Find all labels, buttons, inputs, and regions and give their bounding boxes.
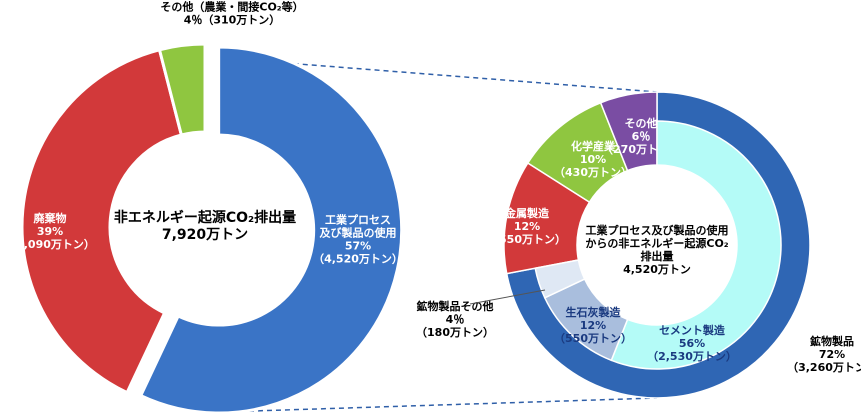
amount-label: （3,090万トン） (5, 238, 95, 251)
slice-label: セメント製造 (659, 323, 726, 337)
value-label: 72% (819, 348, 845, 361)
amount-label: （550万トン） (488, 233, 566, 246)
slice-label: 廃棄物 (34, 211, 67, 225)
value-label: 56% (679, 337, 705, 350)
value-label: 4％ (184, 14, 203, 27)
slice-label: 生石灰製造 (566, 305, 622, 319)
slice (534, 259, 586, 299)
slice-label: 鉱物製品 (810, 334, 854, 348)
amount-label: （2,530万トン） (647, 350, 737, 363)
value-label: 12% (514, 220, 540, 233)
slice-label: 及び製品の使用 (320, 226, 397, 240)
amount-label: （180万トン） (416, 326, 494, 339)
value-label: 57% (345, 240, 371, 253)
slice (20, 47, 184, 395)
slice-label: 化学産業 (571, 139, 616, 153)
center-total: 4,520万トン (623, 263, 691, 276)
value-label: 10% (580, 153, 606, 166)
amount-label: （4,520万トン） (313, 253, 403, 266)
leader-line (469, 289, 546, 305)
amount-label: （550万トン） (554, 332, 632, 345)
amount-label: （3,260万トン） (787, 361, 861, 374)
slice-value: 4％（310万トン） (184, 14, 281, 27)
value-label: 6％ (632, 130, 651, 143)
center-title: からの非エネルギー起源CO₂ (585, 236, 728, 250)
slice-label: 金属製造 (504, 206, 550, 220)
value-label: 4％ (446, 313, 465, 326)
slice-label: 工業プロセス (325, 213, 391, 227)
slice (157, 42, 207, 137)
slice (138, 45, 404, 415)
center-title: 非エネルギー起源CO₂排出量 (114, 209, 296, 226)
slice (610, 120, 782, 370)
value-label: 39% (37, 225, 63, 238)
center-title: 工業プロセス及び製品の使用 (586, 223, 729, 237)
slice-label: その他（農業・間接CO₂等） (160, 0, 303, 14)
value-label: 12% (580, 319, 606, 332)
slice-label: 鉱物製品その他 (417, 299, 494, 313)
amount-label: （310万トン） (202, 14, 280, 27)
amount-label: （430万トン） (554, 166, 632, 179)
slice-label: その他 (625, 116, 658, 130)
connector (221, 397, 658, 413)
center-total: 7,920万トン (162, 227, 248, 243)
center-title: 排出量 (641, 249, 674, 263)
